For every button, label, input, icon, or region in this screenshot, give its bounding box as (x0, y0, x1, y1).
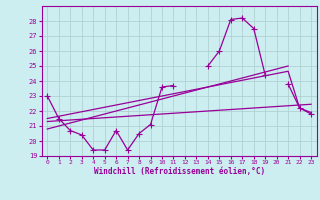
X-axis label: Windchill (Refroidissement éolien,°C): Windchill (Refroidissement éolien,°C) (94, 167, 265, 176)
